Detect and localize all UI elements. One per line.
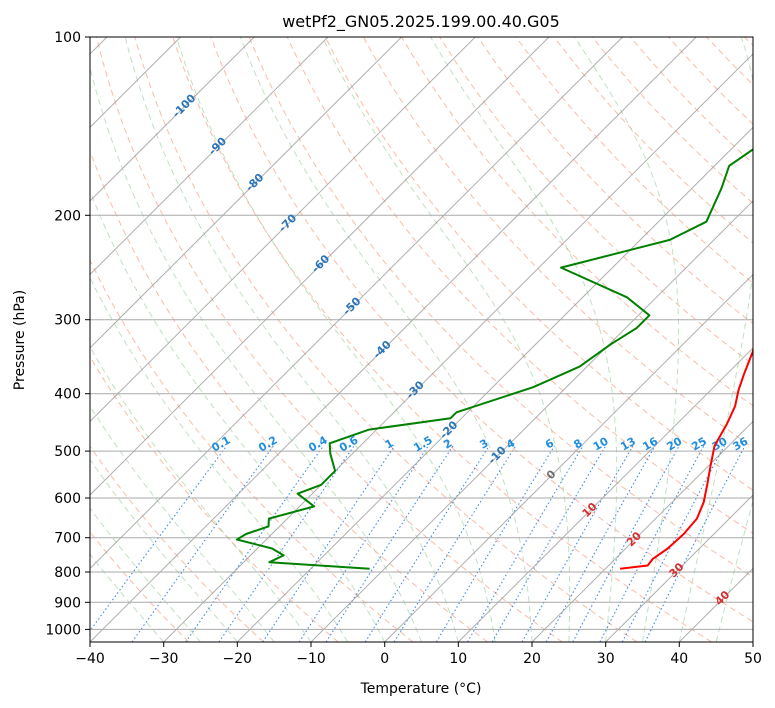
isotherm-line bbox=[90, 37, 476, 423]
mixing-ratio-line bbox=[185, 445, 324, 642]
isotherm-line bbox=[384, 273, 753, 642]
y-tick-label: 900 bbox=[54, 595, 81, 611]
mixing-ratio-line bbox=[298, 445, 429, 642]
dry-adiabat-line bbox=[515, 37, 753, 284]
dry-adiabat-line bbox=[90, 445, 264, 642]
dewpoint-profile-line bbox=[235, 148, 753, 570]
dry-adiabat-line bbox=[477, 37, 753, 325]
moist-adiabat-line bbox=[574, 37, 680, 642]
plot-area bbox=[90, 37, 753, 642]
x-axis-label: Temperature (°C) bbox=[360, 681, 482, 697]
mixing-ratio-line bbox=[131, 445, 274, 642]
moist-adiabat-line bbox=[715, 499, 753, 642]
mixing-ratio-line bbox=[545, 445, 656, 642]
moist-adiabat-line bbox=[124, 37, 459, 642]
moist-adiabat-line bbox=[239, 37, 533, 642]
mixing-ratio-line bbox=[521, 445, 634, 642]
isotherm-line bbox=[90, 37, 255, 202]
dry-adiabat-line bbox=[134, 37, 638, 642]
moist-adiabat-line bbox=[175, 37, 496, 642]
y-axis-label: Pressure (hPa) bbox=[12, 290, 28, 390]
plot-frame bbox=[89, 36, 754, 643]
moist-adiabat-line bbox=[90, 405, 275, 642]
x-tick-label: 30 bbox=[597, 651, 615, 667]
axes: −40 −30 −20 −10 0 10 20 30 40 50 100 200 300 400 500 60… bbox=[45, 30, 762, 667]
isotherm-line bbox=[90, 37, 624, 570]
isotherm-line bbox=[90, 37, 697, 642]
dry-adiabat-line bbox=[210, 37, 753, 623]
chart-title: wetPf2_GN05.2025.199.00.40.G05 bbox=[282, 12, 560, 32]
isotherm-line bbox=[605, 494, 753, 642]
mixing-ratio-line bbox=[467, 445, 584, 642]
isotherm-line bbox=[457, 347, 753, 642]
y-tick-label: 200 bbox=[54, 208, 81, 224]
profile-series bbox=[235, 148, 753, 570]
isotherm-line bbox=[163, 53, 753, 642]
isotherm-line bbox=[90, 37, 182, 129]
y-tick-label: 700 bbox=[54, 531, 81, 547]
temperature-profile-line bbox=[619, 345, 753, 570]
y-tick-label: 800 bbox=[54, 565, 81, 581]
dry-adiabat-line bbox=[248, 37, 753, 578]
x-tick-label: −20 bbox=[223, 651, 253, 667]
moist-adiabat-line bbox=[90, 553, 165, 642]
x-tick-label: 40 bbox=[670, 651, 688, 667]
y-tick-label: 300 bbox=[54, 313, 81, 329]
moist-adiabat-line bbox=[90, 458, 238, 642]
moist-adiabat-line bbox=[322, 37, 571, 642]
isotherm-line bbox=[90, 37, 329, 276]
mixing-ratio-line bbox=[621, 445, 725, 642]
mixing-ratio-line bbox=[435, 445, 555, 642]
isotherm-line bbox=[310, 200, 753, 642]
y-tick-label: 500 bbox=[54, 444, 81, 460]
y-tick-label: 600 bbox=[54, 491, 81, 507]
moist-adiabat-line bbox=[752, 640, 753, 642]
moist-adiabat-line bbox=[90, 507, 201, 642]
isotherm-line bbox=[752, 641, 753, 642]
x-tick-label: 10 bbox=[449, 651, 467, 667]
dry-adiabat-line bbox=[90, 259, 414, 642]
x-tick-label: 0 bbox=[380, 651, 389, 667]
dry-adiabat-line bbox=[172, 37, 712, 642]
mixing-ratio-line bbox=[364, 445, 490, 642]
x-tick-label: −40 bbox=[75, 651, 105, 667]
x-tick-label: −10 bbox=[296, 651, 326, 667]
moist-adiabat-line bbox=[90, 65, 422, 642]
mixing-ratio-line bbox=[644, 445, 746, 642]
y-tick-label: 400 bbox=[54, 387, 81, 403]
y-tick-label: 1000 bbox=[45, 622, 81, 638]
isotherm-line bbox=[90, 37, 403, 349]
dry-adiabat-line bbox=[90, 355, 339, 642]
x-tick-label: 50 bbox=[744, 651, 762, 667]
isotherm-line bbox=[236, 126, 753, 642]
isotherm-line bbox=[90, 37, 550, 496]
moist-adiabat-line bbox=[90, 189, 386, 642]
dry-adiabat-line bbox=[96, 37, 563, 642]
moist-adiabat-line bbox=[90, 276, 349, 642]
dry-adiabat-line bbox=[324, 37, 753, 491]
isotherm-line bbox=[531, 420, 753, 642]
x-tick-label: 20 bbox=[523, 651, 541, 667]
mixing-ratio-line bbox=[325, 445, 454, 642]
dry-adiabat-line bbox=[286, 37, 753, 534]
x-tick-label: −30 bbox=[149, 651, 179, 667]
grid-lines bbox=[90, 37, 753, 642]
mixing-ratio-line bbox=[262, 445, 396, 642]
y-tick-label: 100 bbox=[54, 30, 81, 46]
